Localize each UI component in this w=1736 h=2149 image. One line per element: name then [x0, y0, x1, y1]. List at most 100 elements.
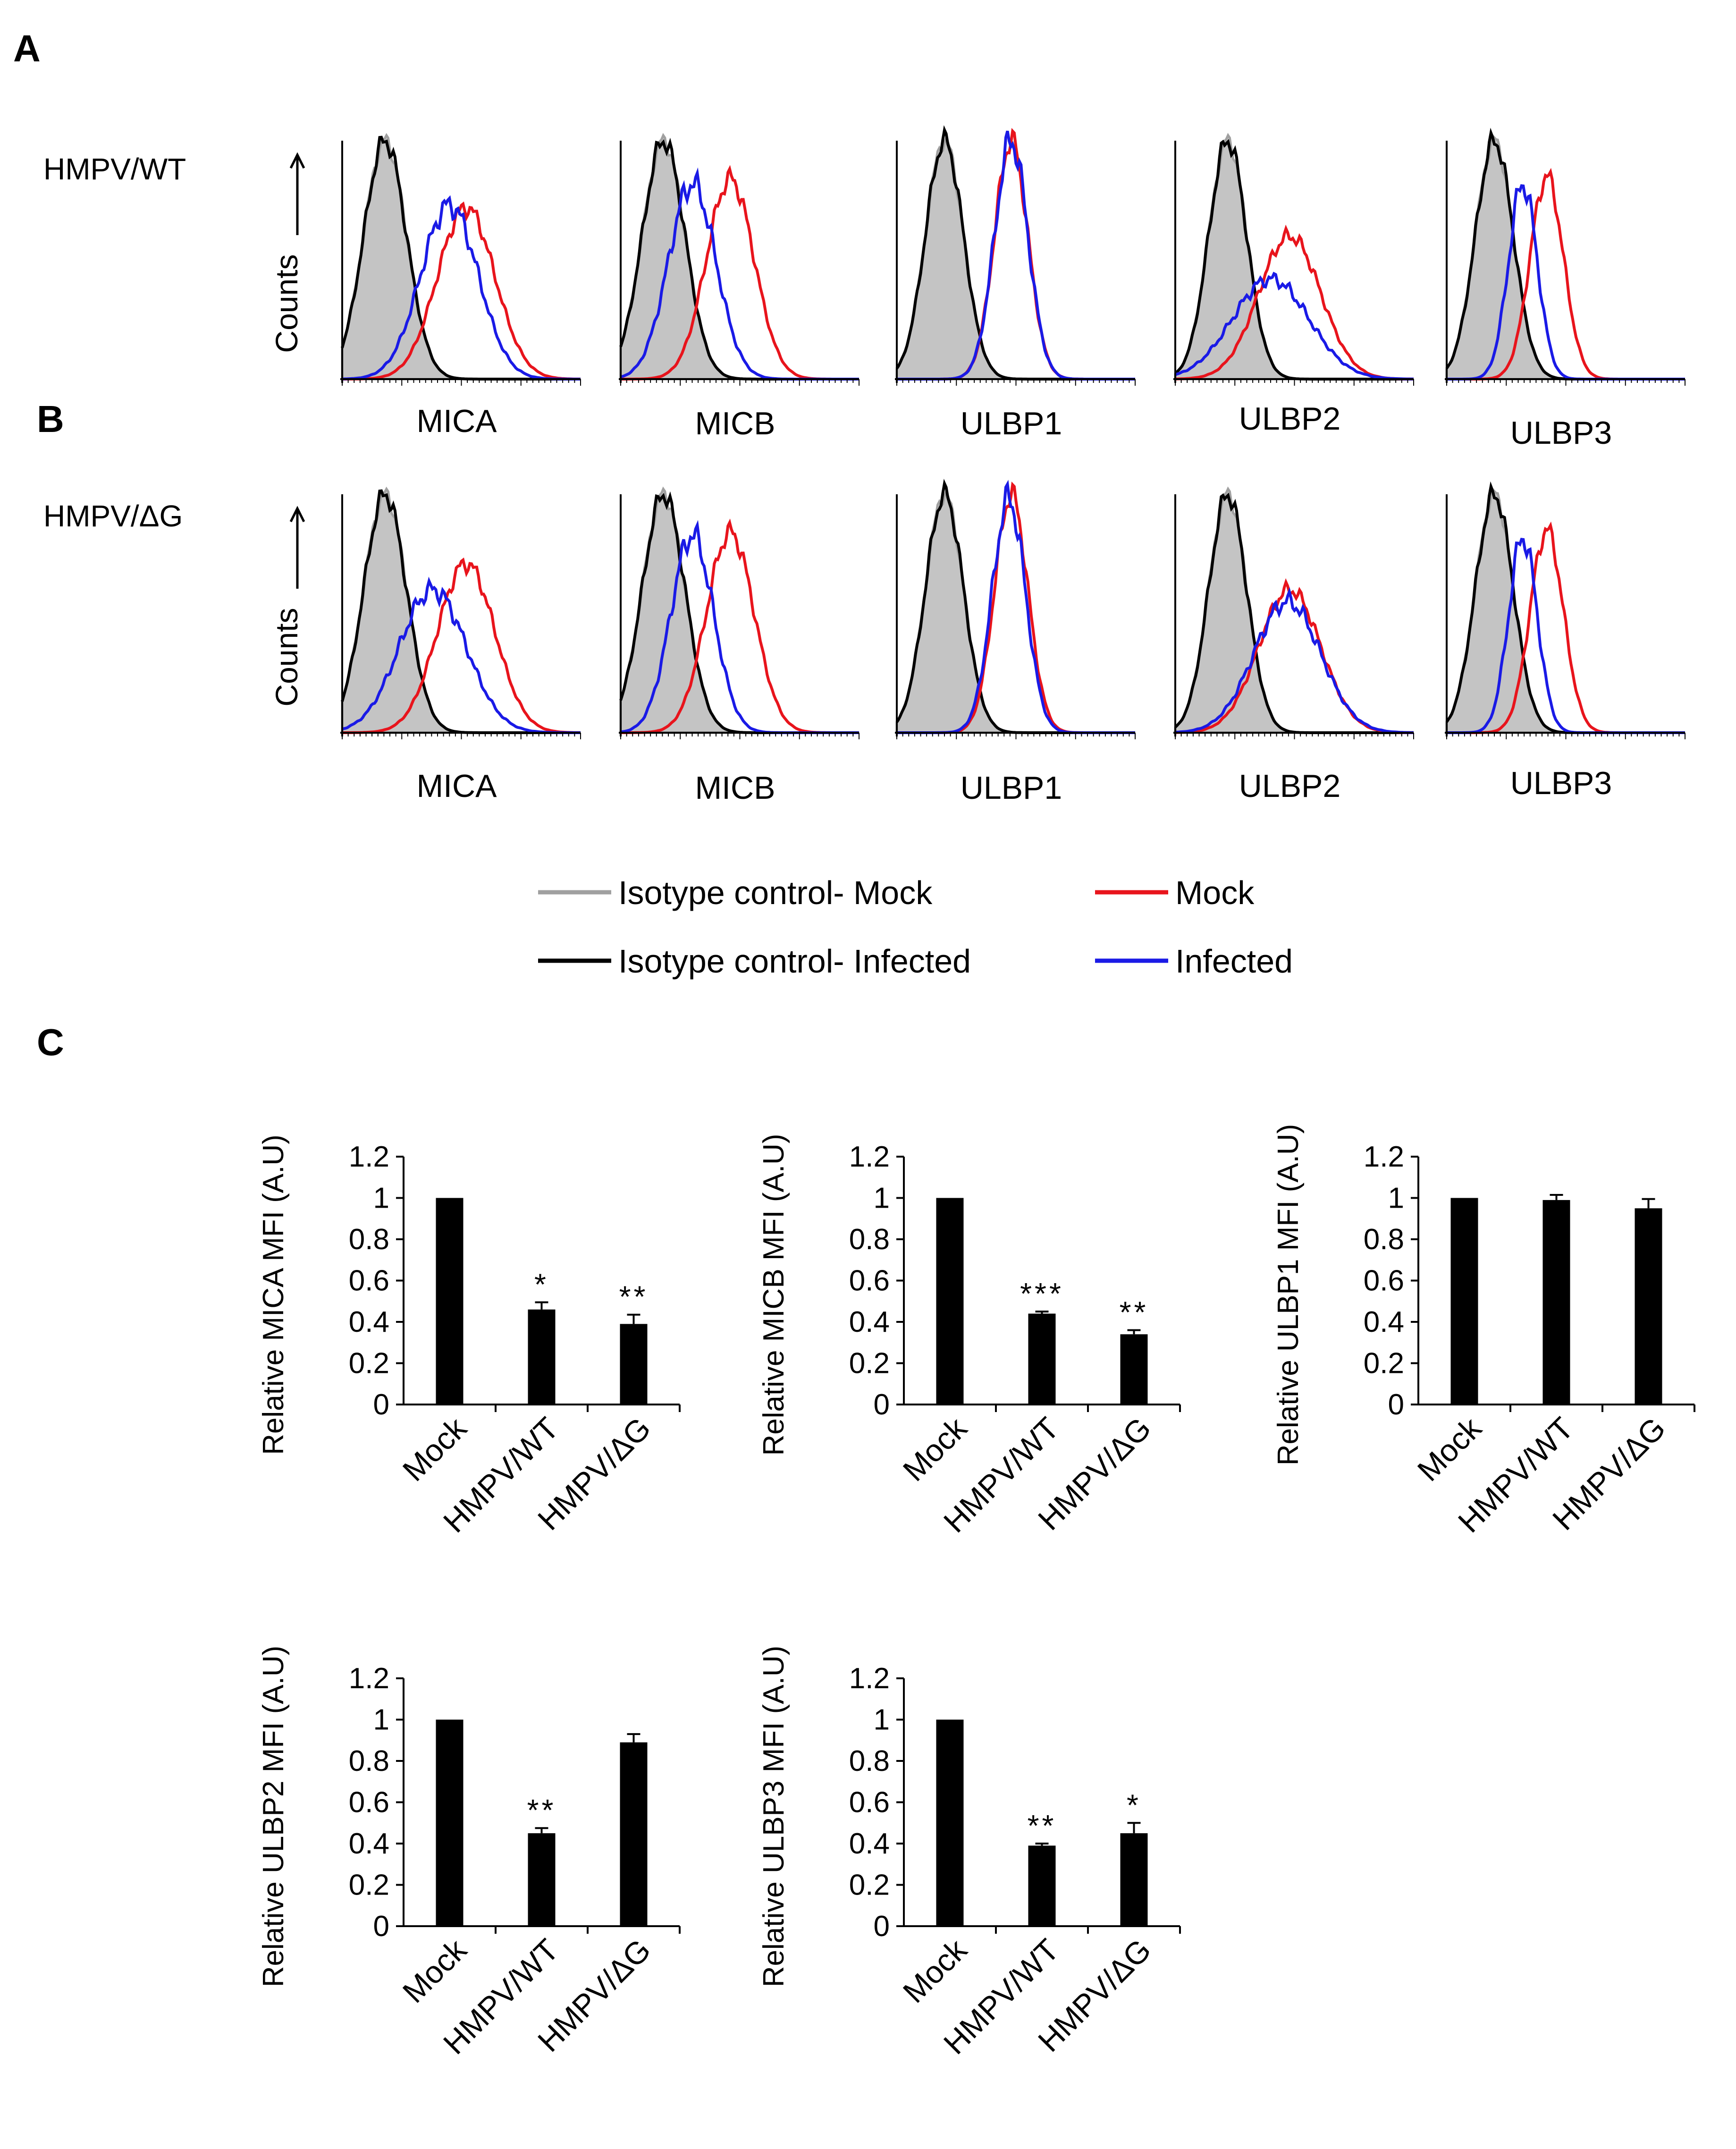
- y-tick-label: 1.2: [849, 1662, 890, 1695]
- infected-line: [1174, 271, 1414, 381]
- infected-line: [1175, 587, 1414, 734]
- y-tick-label: 0.4: [849, 1306, 890, 1338]
- y-tick-label: 0.8: [849, 1223, 890, 1256]
- counts-arrow-head-wt: [289, 152, 305, 169]
- bar-hmpv-g: [1120, 1833, 1148, 1926]
- isotype-mock-fill: [341, 133, 581, 381]
- y-tick-label: 0.6: [349, 1265, 389, 1297]
- histogram-wt-ulbp2: ULBP2: [1173, 133, 1414, 437]
- histogram-dg-ulbp1: ULBP1: [895, 479, 1136, 806]
- y-tick-label: 0.6: [349, 1786, 389, 1819]
- bar-chart-y-label: Relative MICB MFI (A.U): [758, 1134, 790, 1455]
- y-tick-label: 0: [1388, 1388, 1404, 1421]
- mock-line: [342, 201, 581, 381]
- y-tick-label: 0: [874, 1910, 890, 1943]
- legend-label-mock: Mock: [1175, 874, 1255, 911]
- bar-charts: 00.20.40.60.811.2Mock*HMPV/WT**HMPV/ΔGRe…: [257, 1124, 1695, 2061]
- bar-mock: [936, 1198, 964, 1404]
- y-tick-label: 0.2: [849, 1869, 890, 1902]
- infected-line: [342, 195, 581, 381]
- category-label: Mock: [896, 1932, 974, 2010]
- y-tick-label: 0.8: [1364, 1223, 1404, 1256]
- y-tick-label: 0.4: [1364, 1306, 1404, 1338]
- histogram-marker-label: ULBP3: [1510, 415, 1612, 451]
- y-tick-label: 1.2: [349, 1141, 389, 1173]
- bar-hmpv-wt: [528, 1309, 556, 1404]
- histogram-marker-label: ULBP2: [1239, 768, 1340, 804]
- bar-chart-y-label: Relative ULBP1 MFI (A.U): [1272, 1124, 1305, 1466]
- y-tick-label: 0.4: [349, 1827, 389, 1860]
- bar-chart-4: 00.20.40.60.811.2Mock**HMPV/WTHMPV/ΔGRel…: [257, 1646, 681, 2061]
- histogram-wt-mica: MICA: [340, 133, 581, 439]
- isotype-mock-fill: [895, 135, 1135, 381]
- bar-hmpv-wt: [1028, 1845, 1056, 1926]
- y-tick-label: 1: [1388, 1182, 1404, 1215]
- category-label: Mock: [396, 1410, 474, 1488]
- histogram-wt-micb: MICB: [619, 133, 860, 441]
- bar-chart-y-label: Relative ULBP2 MFI (A.U): [257, 1646, 290, 1988]
- bar-hmpv-wt: [1028, 1313, 1056, 1404]
- isotype-mock-fill: [619, 133, 859, 381]
- bar-chart-y-label: Relative MICA MFI (A.U): [257, 1134, 290, 1455]
- row-label-hmpv-dg: HMPV/ΔG: [43, 499, 183, 533]
- bar-mock: [436, 1198, 463, 1404]
- bar-chart-5: 00.20.40.60.811.2Mock**HMPV/WT*HMPV/ΔGRe…: [758, 1646, 1181, 2061]
- bar-hmpv-g: [620, 1742, 648, 1926]
- histogram-marker-label: MICB: [695, 406, 775, 441]
- legend-label-isotype-mock: Isotype control- Mock: [618, 874, 933, 911]
- y-tick-label: 0.2: [349, 1347, 389, 1380]
- histogram-marker-label: ULBP2: [1239, 401, 1340, 437]
- isotype-mock-fill: [1174, 133, 1414, 381]
- y-tick-label: 1.2: [849, 1141, 890, 1173]
- y-tick-label: 1.2: [349, 1662, 389, 1695]
- mock-line: [342, 557, 581, 734]
- y-tick-label: 0.8: [349, 1223, 389, 1256]
- histogram-marker-label: ULBP3: [1510, 765, 1612, 801]
- legend-label-isotype-infected: Isotype control- Infected: [618, 943, 971, 980]
- histogram-marker-label: MICB: [695, 770, 775, 806]
- counts-axis-label-dg: Counts: [269, 608, 304, 706]
- bar-chart-1: 00.20.40.60.811.2Mock*HMPV/WT**HMPV/ΔGRe…: [257, 1134, 681, 1539]
- y-tick-label: 0.6: [849, 1265, 890, 1297]
- bar-chart-y-label: Relative ULBP3 MFI (A.U): [758, 1646, 790, 1988]
- bar-hmpv-g: [620, 1324, 648, 1404]
- significance-marker: *: [1127, 1788, 1141, 1822]
- category-label: Mock: [896, 1410, 974, 1488]
- isotype-mock-fill: [1445, 133, 1685, 381]
- isotype-mock-fill: [619, 486, 859, 734]
- histogram-dg-ulbp3: ULBP3: [1445, 481, 1685, 801]
- isotype-mock-fill: [1445, 487, 1685, 734]
- panel-letter-c: C: [37, 1021, 64, 1063]
- y-tick-label: 0.6: [1364, 1265, 1404, 1297]
- legend: Isotype control- Mock Isotype control- I…: [538, 874, 1293, 980]
- y-tick-label: 1: [373, 1182, 389, 1215]
- category-label: Mock: [1411, 1410, 1489, 1488]
- histogram-dg-mica: MICA: [340, 486, 581, 804]
- panel-letter-b: B: [37, 398, 64, 440]
- significance-marker: **: [1120, 1295, 1149, 1329]
- y-tick-label: 0.4: [849, 1827, 890, 1860]
- counts-arrow-head-dg: [289, 506, 305, 523]
- significance-marker: *: [534, 1267, 549, 1301]
- y-tick-label: 0: [373, 1910, 389, 1943]
- legend-label-infected: Infected: [1175, 943, 1293, 980]
- y-tick-label: 0.2: [849, 1347, 890, 1380]
- y-tick-label: 0.2: [349, 1869, 389, 1902]
- histogram-marker-label: MICA: [417, 768, 497, 804]
- bar-mock: [436, 1719, 463, 1926]
- y-tick-label: 0: [373, 1388, 389, 1421]
- bar-hmpv-wt: [528, 1833, 556, 1926]
- panel-letter-a: A: [13, 27, 41, 69]
- histogram-dg-ulbp2: ULBP2: [1173, 486, 1414, 804]
- significance-marker: ***: [1020, 1277, 1064, 1311]
- y-tick-label: 0.4: [349, 1306, 389, 1338]
- y-tick-label: 1.2: [1364, 1141, 1404, 1173]
- bar-mock: [936, 1719, 964, 1926]
- bar-hmpv-wt: [1542, 1200, 1570, 1404]
- y-tick-label: 0.8: [849, 1745, 890, 1777]
- y-tick-label: 0.6: [849, 1786, 890, 1819]
- significance-marker: **: [619, 1280, 649, 1314]
- y-tick-label: 0.2: [1364, 1347, 1404, 1380]
- bar-hmpv-g: [1635, 1208, 1662, 1404]
